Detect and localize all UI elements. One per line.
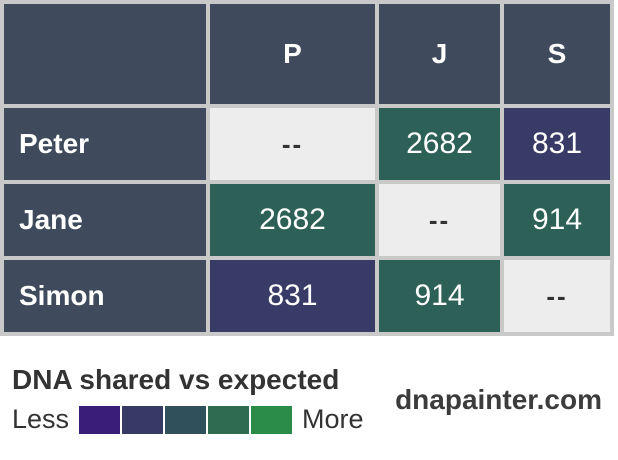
legend-color-ramp — [79, 405, 293, 434]
cell-peter-j: 2682 — [379, 108, 500, 180]
legend-swatch-3 — [165, 405, 207, 434]
column-header-j: J — [379, 4, 500, 104]
legend-swatch-4 — [208, 405, 250, 434]
cell-jane-j: -- — [379, 184, 500, 256]
legend: DNA shared vs expected Less More dnapain… — [0, 364, 618, 435]
legend-swatch-1 — [79, 405, 121, 434]
legend-swatch-2 — [122, 405, 164, 434]
legend-title: DNA shared vs expected — [12, 364, 340, 395]
cell-jane-p: 2682 — [210, 184, 375, 256]
cell-peter-s: 831 — [504, 108, 610, 180]
corner-cell — [4, 4, 206, 104]
row-label-peter: Peter — [4, 108, 206, 180]
column-header-s: S — [504, 4, 610, 104]
shared-dna-matrix-table: P J S Peter -- 2682 831 Jane 2682 -- 914… — [0, 0, 614, 336]
legend-swatch-5 — [251, 405, 293, 434]
table-row-jane: Jane 2682 -- 914 — [4, 184, 610, 256]
row-label-jane: Jane — [4, 184, 206, 256]
column-header-p: P — [210, 4, 375, 104]
cell-jane-s: 914 — [504, 184, 610, 256]
legend-more-label: More — [302, 404, 364, 435]
matrix-header-row: P J S — [4, 4, 610, 104]
cell-simon-s: -- — [504, 260, 610, 332]
legend-scale-block: DNA shared vs expected Less More — [12, 364, 364, 435]
cell-simon-j: 914 — [379, 260, 500, 332]
legend-scale-row: Less More — [12, 404, 364, 435]
cell-peter-p: -- — [210, 108, 375, 180]
table-row-peter: Peter -- 2682 831 — [4, 108, 610, 180]
legend-less-label: Less — [12, 404, 70, 435]
site-credit: dnapainter.com — [395, 383, 602, 415]
row-label-simon: Simon — [4, 260, 206, 332]
table-row-simon: Simon 831 914 -- — [4, 260, 610, 332]
cell-simon-p: 831 — [210, 260, 375, 332]
